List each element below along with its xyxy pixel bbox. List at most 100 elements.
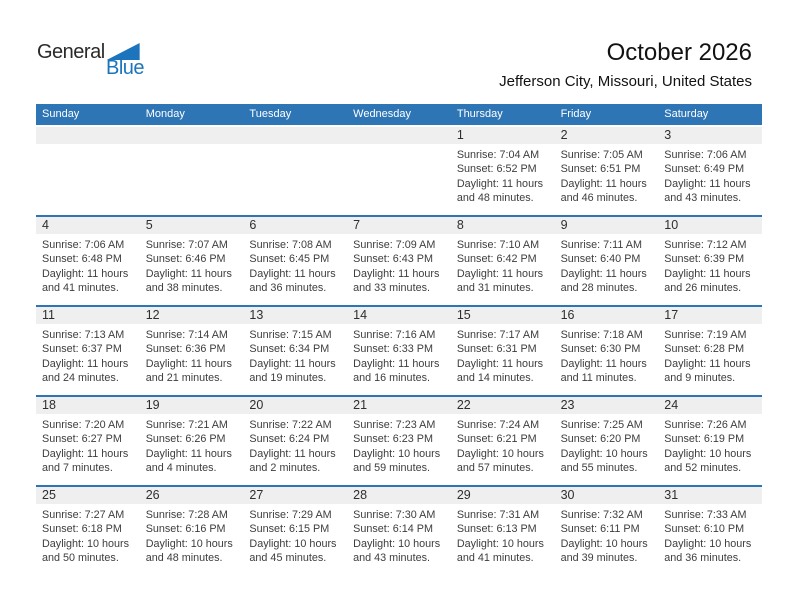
date-number: 17: [664, 308, 679, 322]
week-content-row: Sunrise: 7:04 AM Sunset: 6:52 PM Daylight:…: [36, 144, 762, 206]
day-cell: Sunrise: 7:06 AM Sunset: 6:49 PM Daylight:…: [658, 148, 762, 206]
daylight-text: Daylight: 11 hours and 46 minutes.: [560, 177, 647, 205]
day-cell: Sunrise: 7:15 AM Sunset: 6:34 PM Daylight:…: [243, 328, 347, 386]
day-cell: Sunrise: 7:28 AM Sunset: 6:16 PM Daylight:…: [140, 508, 244, 566]
sunset-text: Sunset: 6:31 PM: [456, 343, 537, 356]
sunrise-text: Sunrise: 7:09 AM: [353, 239, 436, 251]
date-number-band: 1 2 3: [36, 127, 762, 144]
title-block: October 2026 Jefferson City, Missouri, U…: [499, 39, 752, 90]
daylight-text: Daylight: 11 hours and 28 minutes.: [560, 267, 647, 295]
sunset-text: Sunset: 6:13 PM: [456, 523, 537, 536]
sunrise-text: Sunrise: 7:05 AM: [560, 149, 643, 161]
sunset-text: Sunset: 6:19 PM: [664, 433, 745, 446]
day-cell: Sunrise: 7:22 AM Sunset: 6:24 PM Daylight:…: [243, 418, 347, 476]
day-cell: Sunrise: 7:07 AM Sunset: 6:46 PM Daylight:…: [140, 238, 244, 296]
empty-day-cell: [140, 148, 244, 206]
day-cell: Sunrise: 7:06 AM Sunset: 6:48 PM Daylight:…: [36, 238, 140, 296]
sunrise-text: Sunrise: 7:06 AM: [42, 239, 125, 251]
empty-day-cell: [36, 148, 140, 206]
location-subtitle: Jefferson City, Missouri, United States: [499, 73, 752, 90]
daylight-text: Daylight: 11 hours and 21 minutes.: [145, 357, 232, 385]
day-cell: Sunrise: 7:08 AM Sunset: 6:45 PM Daylight:…: [243, 238, 347, 296]
date-number: 12: [145, 308, 160, 322]
weekday-header-wednesday: Wednesday: [353, 108, 412, 120]
daylight-text: Daylight: 11 hours and 48 minutes.: [456, 177, 544, 205]
date-number: 9: [560, 218, 568, 232]
daylight-text: Daylight: 10 hours and 43 minutes.: [353, 537, 441, 565]
daylight-text: Daylight: 11 hours and 7 minutes.: [42, 447, 129, 475]
day-cell: Sunrise: 7:20 AM Sunset: 6:27 PM Daylight:…: [36, 418, 140, 476]
daylight-text: Daylight: 10 hours and 41 minutes.: [456, 537, 544, 565]
calendar-grid: Sunday Monday Tuesday Wednesday Thursday Frid…: [36, 104, 762, 575]
daylight-text: Daylight: 10 hours and 45 minutes.: [249, 537, 337, 565]
sunrise-text: Sunrise: 7:04 AM: [456, 149, 540, 161]
daylight-text: Daylight: 10 hours and 55 minutes.: [560, 447, 648, 475]
day-cell: Sunrise: 7:11 AM Sunset: 6:40 PM Daylight:…: [555, 238, 659, 296]
day-cell: Sunrise: 7:12 AM Sunset: 6:39 PM Daylight:…: [658, 238, 762, 296]
sunset-text: Sunset: 6:11 PM: [560, 523, 640, 536]
day-cell: Sunrise: 7:26 AM Sunset: 6:19 PM Daylight:…: [658, 418, 762, 476]
day-cell: Sunrise: 7:32 AM Sunset: 6:11 PM Daylight:…: [555, 508, 659, 566]
date-number: [36, 127, 140, 144]
week-content-row: Sunrise: 7:27 AM Sunset: 6:18 PM Daylight:…: [36, 504, 762, 566]
week-row: 25 26 27 28 29 30 31 Sunrise: 7:27 AM Sunset: 6:…: [36, 485, 762, 575]
sunset-text: Sunset: 6:20 PM: [560, 433, 641, 446]
sunrise-text: Sunrise: 7:14 AM: [145, 329, 228, 341]
date-number: [243, 127, 347, 144]
weeks-container: 1 2 3 Sunrise: 7:04 AM Sunset: 6:52 PM Daylig…: [36, 125, 762, 575]
date-number: 31: [664, 488, 679, 502]
week-content-row: Sunrise: 7:13 AM Sunset: 6:37 PM Daylight:…: [36, 324, 762, 386]
sunrise-text: Sunrise: 7:20 AM: [42, 419, 125, 431]
sunset-text: Sunset: 6:37 PM: [42, 343, 122, 356]
sunset-text: Sunset: 6:18 PM: [42, 523, 122, 536]
weekday-header-row: Sunday Monday Tuesday Wednesday Thursday Frid…: [36, 104, 762, 125]
logo-text-blue: Blue: [106, 57, 145, 79]
date-number: 13: [249, 308, 264, 322]
sunrise-text: Sunrise: 7:13 AM: [42, 329, 125, 341]
date-number: 10: [664, 218, 679, 232]
sunrise-text: Sunrise: 7:15 AM: [249, 329, 332, 341]
daylight-text: Daylight: 10 hours and 50 minutes.: [42, 537, 130, 565]
date-number: 7: [353, 218, 361, 232]
date-number: 21: [353, 398, 368, 412]
sunrise-text: Sunrise: 7:25 AM: [560, 419, 643, 431]
day-cell: Sunrise: 7:30 AM Sunset: 6:14 PM Daylight:…: [347, 508, 451, 566]
day-cell: Sunrise: 7:10 AM Sunset: 6:42 PM Daylight:…: [451, 238, 555, 296]
sunrise-text: Sunrise: 7:30 AM: [353, 509, 436, 521]
sunset-text: Sunset: 6:45 PM: [249, 253, 330, 266]
date-number-band: 25 26 27 28 29 30 31: [36, 487, 762, 504]
daylight-text: Daylight: 10 hours and 36 minutes.: [664, 537, 752, 565]
sunset-text: Sunset: 6:15 PM: [249, 523, 330, 536]
sunset-text: Sunset: 6:30 PM: [560, 343, 641, 356]
daylight-text: Daylight: 11 hours and 43 minutes.: [664, 177, 751, 205]
date-number: 5: [145, 218, 153, 232]
week-content-row: Sunrise: 7:20 AM Sunset: 6:27 PM Daylight:…: [36, 414, 762, 476]
sunrise-text: Sunrise: 7:23 AM: [353, 419, 436, 431]
sunset-text: Sunset: 6:43 PM: [353, 253, 433, 266]
weekday-header-friday: Friday: [560, 108, 592, 120]
day-cell: Sunrise: 7:05 AM Sunset: 6:51 PM Daylight:…: [555, 148, 659, 206]
day-cell: Sunrise: 7:23 AM Sunset: 6:23 PM Daylight:…: [347, 418, 451, 476]
sunset-text: Sunset: 6:52 PM: [456, 163, 537, 176]
date-number: 11: [42, 308, 55, 322]
daylight-text: Daylight: 11 hours and 9 minutes.: [664, 357, 751, 385]
daylight-text: Daylight: 11 hours and 19 minutes.: [249, 357, 336, 385]
sunset-text: Sunset: 6:39 PM: [664, 253, 745, 266]
sunrise-text: Sunrise: 7:18 AM: [560, 329, 643, 341]
weekday-header-sunday: Sunday: [42, 108, 80, 120]
sunrise-text: Sunrise: 7:29 AM: [249, 509, 332, 521]
daylight-text: Daylight: 11 hours and 14 minutes.: [456, 357, 544, 385]
sunrise-text: Sunrise: 7:11 AM: [560, 239, 642, 251]
sunrise-text: Sunrise: 7:21 AM: [145, 419, 228, 431]
date-number-band: 4 5 6 7 8 9 10: [36, 217, 762, 234]
sunrise-text: Sunrise: 7:19 AM: [664, 329, 747, 341]
daylight-text: Daylight: 10 hours and 39 minutes.: [560, 537, 648, 565]
date-number: 28: [353, 488, 368, 502]
sunset-text: Sunset: 6:49 PM: [664, 163, 745, 176]
week-content-row: Sunrise: 7:06 AM Sunset: 6:48 PM Daylight:…: [36, 234, 762, 296]
day-cell: Sunrise: 7:27 AM Sunset: 6:18 PM Daylight:…: [36, 508, 140, 566]
daylight-text: Daylight: 11 hours and 16 minutes.: [353, 357, 440, 385]
sunrise-text: Sunrise: 7:12 AM: [664, 239, 747, 251]
date-number: 22: [456, 398, 471, 412]
